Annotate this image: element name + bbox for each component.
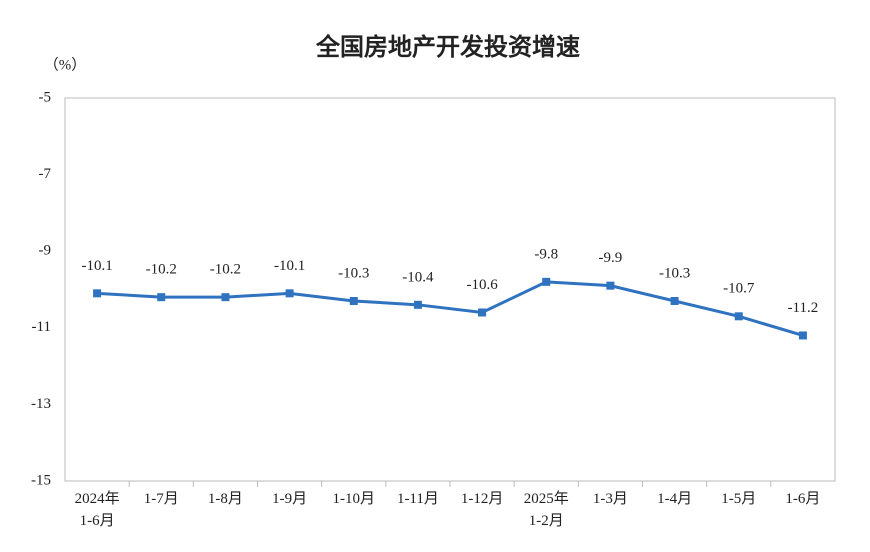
x-tick-label: 1-11月 [397,491,439,507]
point-marker [413,300,422,309]
point-marker [221,293,230,302]
point-marker [157,293,166,302]
x-tick-label: 1-8月 [208,491,243,507]
point-marker [670,296,679,305]
x-tick-label: 2024年 1-6月 [75,490,120,529]
data-label: -9.9 [599,250,623,266]
x-tick-label: 1-6月 [785,491,820,507]
y-tick-label: -11 [32,319,51,335]
x-tick-label: 1-7月 [144,491,179,507]
x-tick-label: 1-3月 [593,491,628,507]
x-tick-label: 1-4月 [657,491,692,507]
data-label: -10.2 [210,262,241,278]
data-label: -10.7 [723,281,755,297]
data-label: -10.1 [274,258,305,274]
data-label: -10.3 [338,265,369,281]
x-tick-label: 1-10月 [333,491,376,507]
point-marker [542,277,551,286]
point-marker [734,312,743,321]
x-tick-label: 1-12月 [461,491,504,507]
data-label: -10.3 [659,265,690,281]
point-marker [606,281,615,290]
y-tick-label: -15 [31,472,51,488]
y-tick-label: -5 [39,89,52,105]
data-label: -10.2 [146,262,177,278]
x-tick-label: 1-9月 [272,491,307,507]
point-marker [478,308,487,317]
y-unit: （%） [44,56,87,73]
y-tick-label: -9 [39,243,52,259]
point-marker [285,289,294,298]
y-tick-label: -13 [31,396,51,412]
point-marker [798,331,807,340]
series-line [96,280,804,337]
data-label: -9.8 [534,246,558,262]
x-tick-label: 2025年 1-2月 [524,490,569,529]
data-label: -11.2 [788,300,819,316]
chart-title: 全国房地产开发投资增速 [315,33,580,61]
x-tick-label: 1-5月 [721,491,756,507]
point-marker [93,289,102,298]
point-marker [349,296,358,305]
data-label: -10.1 [81,258,112,274]
y-tick-label: -7 [39,166,52,182]
data-label: -10.4 [402,269,434,285]
data-label: -10.6 [466,277,498,293]
plot-frame [64,97,836,482]
